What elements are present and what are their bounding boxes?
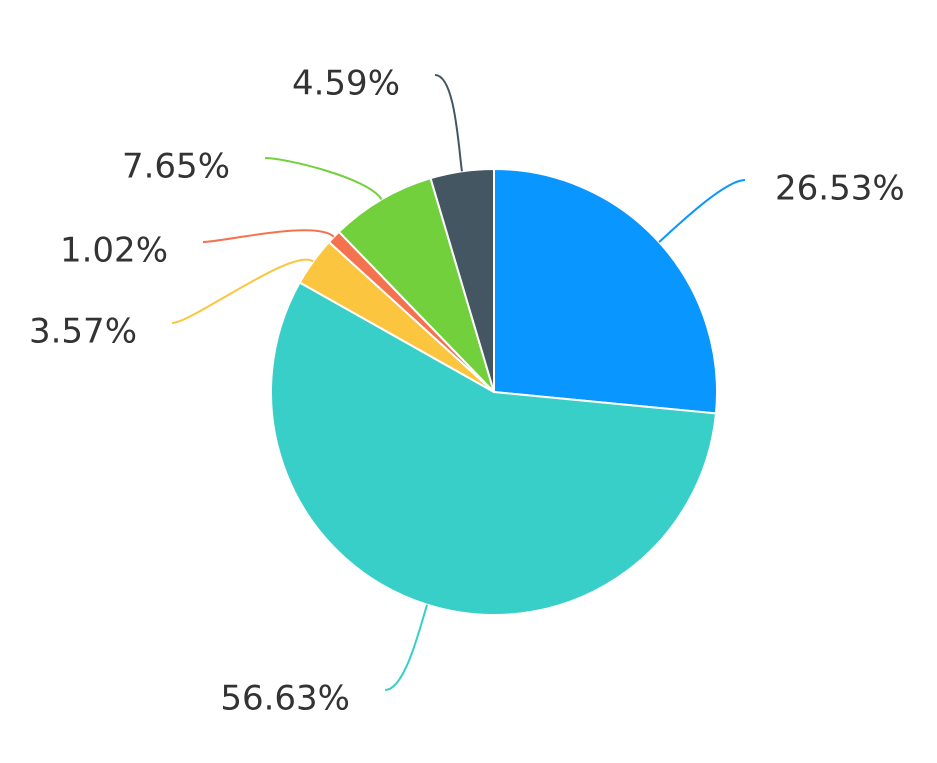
leader-line (658, 179, 746, 243)
pie-slice (429, 167, 495, 393)
pie-slice (270, 281, 718, 616)
leader-line (171, 258, 314, 324)
leader-line (264, 157, 383, 201)
leader-line (202, 229, 335, 243)
data-label: 1.02% (60, 231, 168, 271)
data-label: 3.57% (29, 312, 137, 352)
pie-slice (337, 176, 495, 393)
pie-slice (493, 167, 718, 415)
leader-line (384, 604, 429, 691)
leader-line (434, 74, 463, 172)
data-label: 4.59% (292, 64, 400, 104)
data-label: 7.65% (122, 147, 230, 187)
data-label: 56.63% (220, 679, 350, 719)
data-label: 26.53% (775, 169, 905, 209)
